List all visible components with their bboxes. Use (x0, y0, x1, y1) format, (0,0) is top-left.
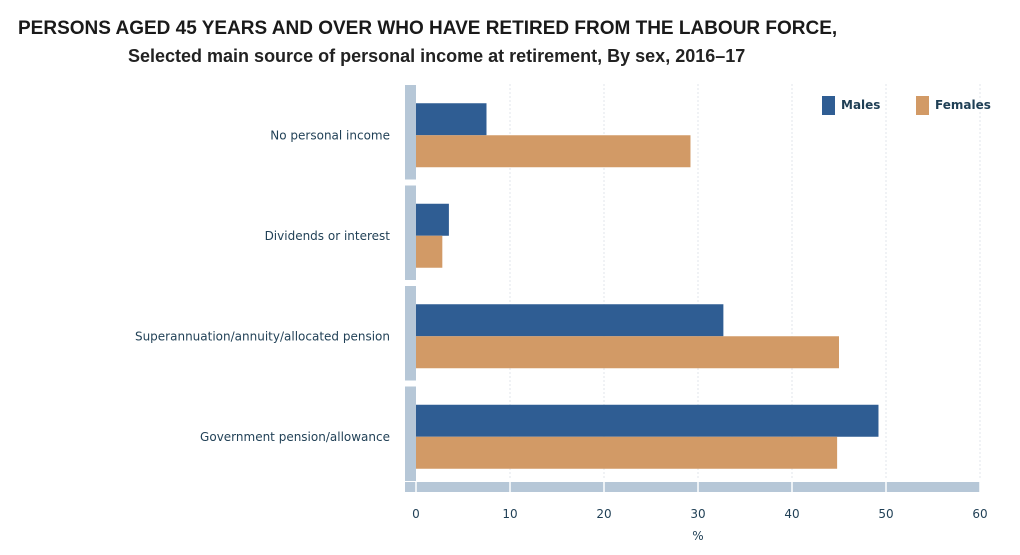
legend-label-females: Females (935, 98, 991, 112)
y-axis-segment (405, 286, 416, 381)
category-label: Government pension/allowance (200, 430, 390, 444)
chart-title: PERSONS AGED 45 YEARS AND OVER WHO HAVE … (18, 18, 838, 39)
category-labels: No personal income Dividends or interest S… (135, 128, 390, 444)
x-tick-label: 40 (784, 507, 799, 521)
x-tick-label: 30 (690, 507, 705, 521)
x-tick-label: 50 (878, 507, 893, 521)
x-axis-band (405, 482, 980, 492)
bar-males-dividends-or-interest (416, 203, 449, 236)
x-tick-labels: 0 10 20 30 40 50 60 (412, 507, 987, 521)
x-tick-label: 60 (972, 507, 987, 521)
x-tick-label: 20 (596, 507, 611, 521)
category-label: Dividends or interest (265, 229, 391, 243)
bar-females-superannuation-annuity-allocated-pension (416, 336, 839, 369)
legend-swatch-females (916, 96, 929, 115)
x-tick-label: 0 (412, 507, 420, 521)
chart-subtitle: Selected main source of personal income … (128, 46, 746, 66)
legend-label-males: Males (841, 98, 880, 112)
category-label: No personal income (270, 128, 390, 142)
y-axis-segment (405, 185, 416, 280)
bar-females-dividends-or-interest (416, 235, 443, 268)
bars (416, 103, 879, 469)
axes (405, 85, 981, 492)
legend: Males Females (822, 96, 991, 115)
bar-females-no-personal-income (416, 135, 691, 168)
category-label: Superannuation/annuity/allocated pension (135, 329, 390, 343)
bar-males-government-pension-allowance (416, 404, 879, 437)
bar-females-government-pension-allowance (416, 436, 838, 469)
y-axis-segment (405, 85, 416, 180)
bar-males-superannuation-annuity-allocated-pension (416, 304, 724, 337)
legend-swatch-males (822, 96, 835, 115)
x-axis-title: % (692, 529, 703, 543)
bar-males-no-personal-income (416, 103, 487, 136)
x-tick-label: 10 (502, 507, 517, 521)
y-axis-segment (405, 386, 416, 481)
